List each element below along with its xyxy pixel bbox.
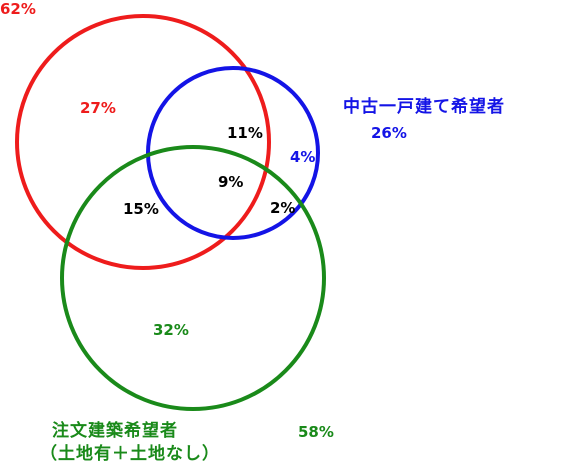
green-total-label: 58% bbox=[298, 423, 334, 441]
region-red-green: 15% bbox=[123, 200, 159, 218]
green-group-subtitle: （土地有＋土地なし） bbox=[40, 444, 220, 464]
region-all-three: 9% bbox=[218, 173, 244, 191]
red-circle bbox=[15, 14, 271, 270]
region-green-only: 32% bbox=[153, 321, 189, 339]
region-blue-only: 4% bbox=[290, 148, 316, 166]
blue-group-name: 中古一戸建て希望者 bbox=[343, 97, 505, 117]
region-red-blue: 11% bbox=[227, 124, 263, 142]
region-blue-green: 2% bbox=[270, 199, 296, 217]
green-group-name: 注文建築希望者 bbox=[52, 421, 178, 441]
green-circle bbox=[60, 145, 326, 411]
blue-total-label: 26% bbox=[371, 124, 407, 142]
red-total-label: 62% bbox=[0, 0, 36, 18]
region-red-only: 27% bbox=[80, 99, 116, 117]
